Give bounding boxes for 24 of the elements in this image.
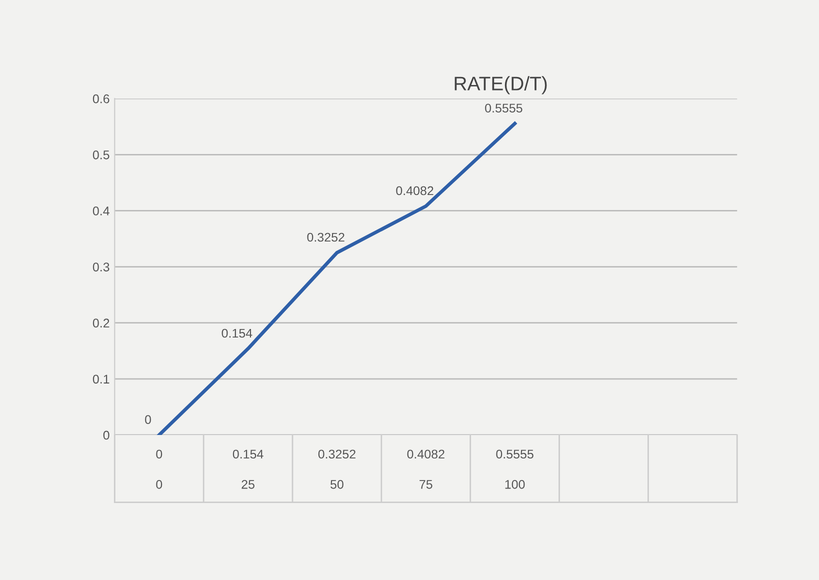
- data-label: 0.5555: [496, 450, 534, 459]
- y-tick-label: 0.3: [92, 262, 110, 272]
- data-label: 0: [156, 450, 162, 459]
- x-tick-label: 0: [156, 480, 162, 489]
- chart-title: RATE(D/T): [454, 76, 547, 94]
- x-tick-label: 50: [330, 480, 344, 489]
- line-series: [157, 122, 517, 435]
- text: 0.4082: [396, 186, 434, 196]
- text: 0.5555: [485, 104, 522, 113]
- y-tick-label: 0.5: [92, 150, 110, 160]
- x-tick-label: 75: [420, 480, 432, 489]
- y-tick-label: 0.2: [92, 318, 110, 328]
- x-tick-label: 100: [505, 480, 525, 489]
- y-tick-label: 0.4: [92, 206, 110, 216]
- data-label: 0.4082: [407, 450, 444, 459]
- y-tick-label: 0: [103, 430, 110, 440]
- x-tick-label: 25: [242, 480, 254, 489]
- data-label: 0.154: [232, 450, 264, 459]
- y-tick-label: 0.6: [92, 94, 110, 104]
- data-label: 0.3252: [318, 450, 356, 459]
- text: 0: [145, 415, 151, 424]
- text: 0.3252: [307, 232, 344, 242]
- y-tick-label: 0.1: [92, 374, 110, 384]
- text: 0.154: [222, 328, 252, 338]
